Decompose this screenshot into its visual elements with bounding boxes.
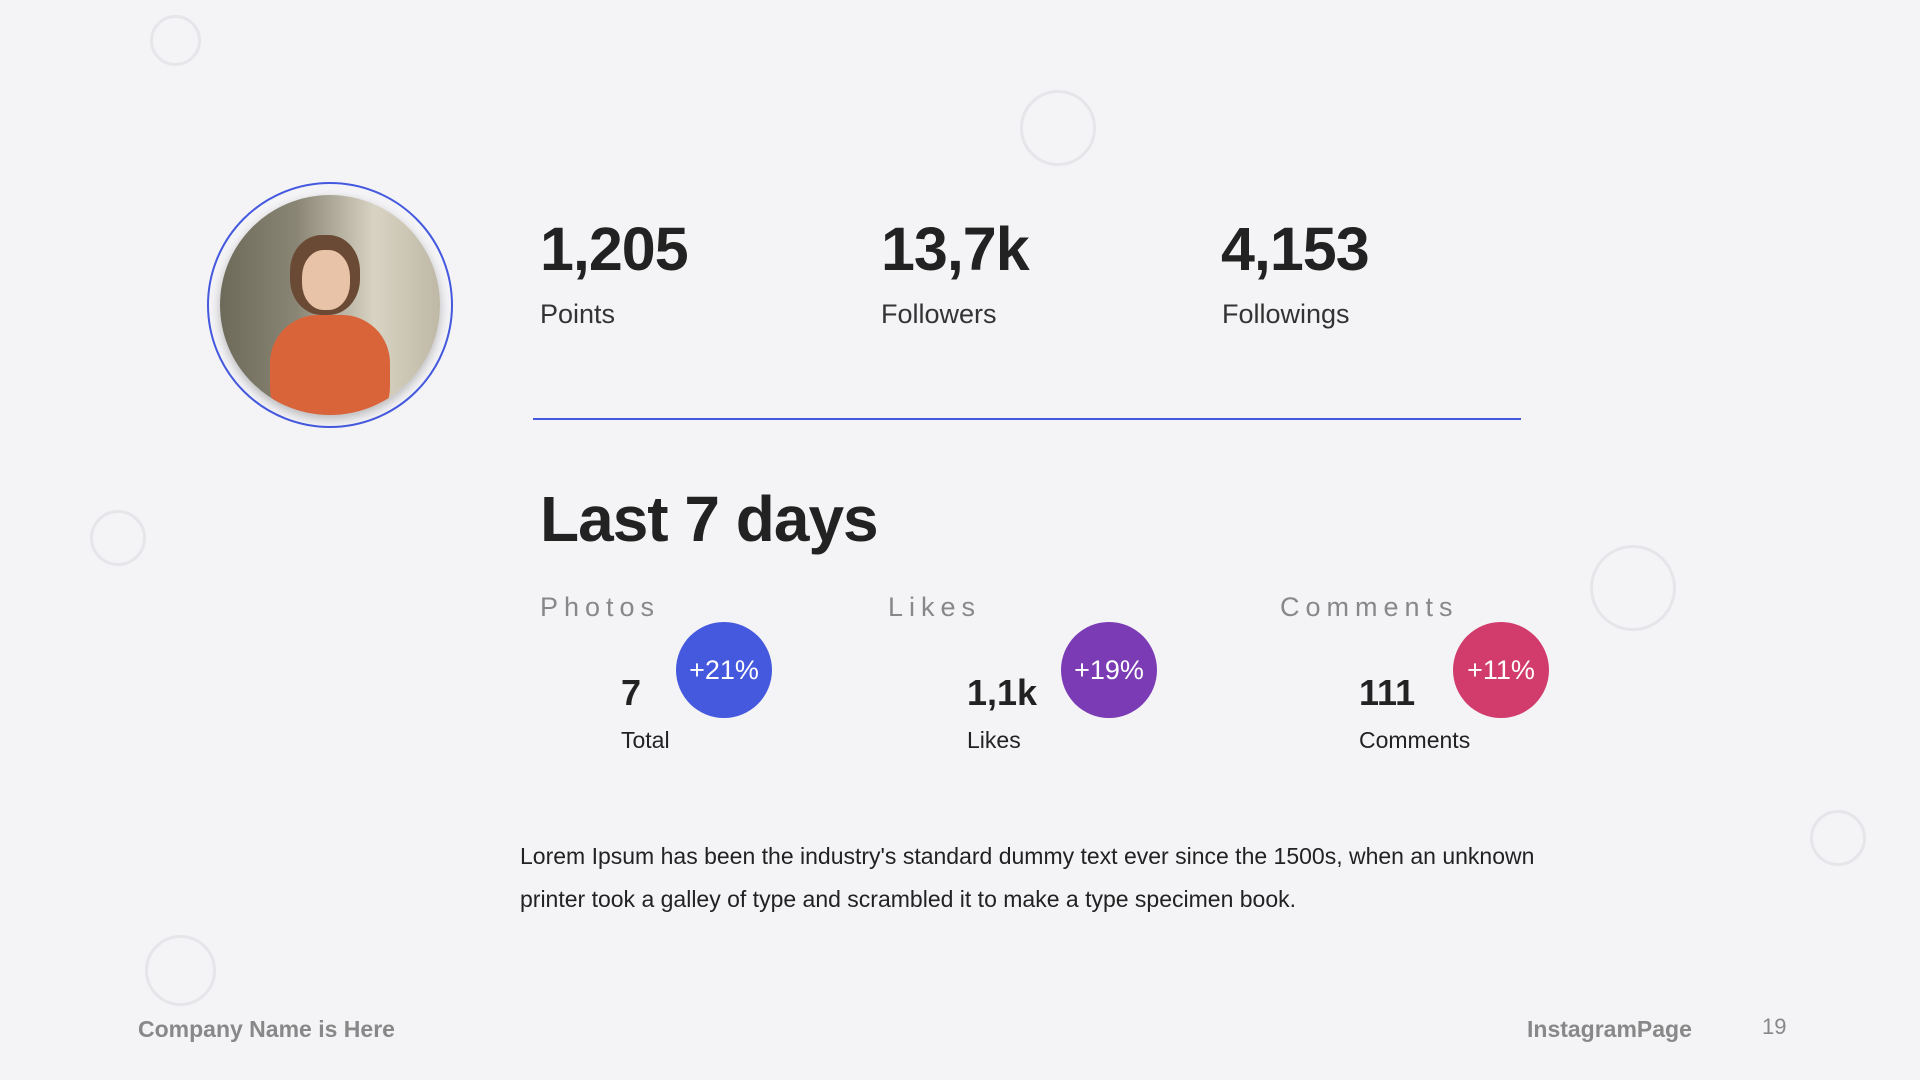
stat-label: Followers [881, 299, 997, 329]
metric-value: 1,1k [967, 672, 1038, 713]
paragraph: Lorem Ipsum has been the industry's stan… [520, 843, 1535, 912]
footer-company: Company Name is Here [138, 1016, 395, 1042]
metric-heading: Comments [1280, 592, 1459, 622]
metric-heading: Photos [540, 592, 661, 622]
decor [1810, 810, 1866, 866]
stat-value: 1,205 [540, 215, 689, 283]
decor [1020, 90, 1096, 166]
metric-heading: Likes [888, 592, 982, 622]
stat-value: 4,153 [1221, 215, 1370, 283]
divider [533, 418, 1521, 420]
metric-label: Total [621, 727, 670, 753]
footer-brand: InstagramPage [1527, 1016, 1692, 1042]
decor [150, 15, 201, 66]
metric-value: 111 [1359, 672, 1416, 713]
metric-label: Likes [967, 727, 1021, 753]
metric-label: Comments [1359, 727, 1471, 753]
decor [90, 510, 146, 566]
metric-badge: +19% [1061, 622, 1157, 718]
stat-value: 13,7k [881, 215, 1030, 283]
stat-label: Followings [1222, 299, 1350, 329]
section-title: Last 7 days [540, 483, 879, 555]
metric-badge: +11% [1453, 622, 1549, 718]
decor [1590, 545, 1676, 631]
avatar-photo [220, 195, 440, 415]
decor [145, 935, 216, 1006]
metric-value: 7 [621, 672, 642, 713]
page-number: 19 [1762, 1014, 1787, 1039]
avatar-ring [207, 182, 453, 428]
stat-label: Points [540, 299, 616, 329]
metric-badge: +21% [676, 622, 772, 718]
